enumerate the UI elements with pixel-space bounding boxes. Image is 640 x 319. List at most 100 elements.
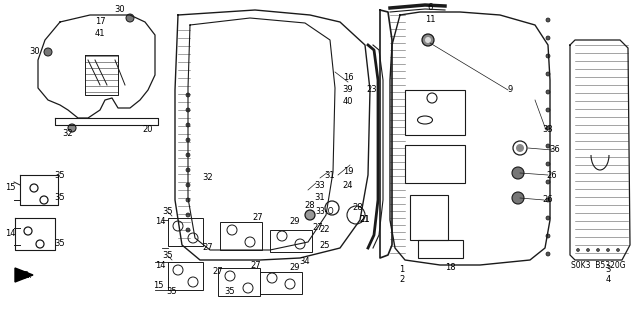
Text: 2: 2 — [399, 276, 404, 285]
Circle shape — [186, 183, 190, 187]
Text: 35: 35 — [166, 287, 177, 296]
Text: 28: 28 — [305, 201, 316, 210]
Bar — [270, 230, 312, 252]
Text: 33: 33 — [315, 181, 325, 189]
Text: 20: 20 — [143, 125, 153, 135]
Text: 34: 34 — [300, 257, 310, 266]
Text: 40: 40 — [343, 98, 353, 107]
Text: 32: 32 — [203, 174, 213, 182]
Bar — [220, 222, 262, 250]
Text: 29: 29 — [290, 263, 300, 272]
Text: 35: 35 — [54, 170, 65, 180]
Circle shape — [546, 72, 550, 76]
Circle shape — [186, 198, 190, 202]
Text: 36: 36 — [550, 145, 561, 154]
Circle shape — [546, 144, 550, 148]
Circle shape — [425, 37, 431, 43]
Text: 21: 21 — [360, 216, 371, 225]
Text: 18: 18 — [445, 263, 455, 272]
Circle shape — [546, 234, 550, 238]
Text: 26: 26 — [543, 196, 554, 204]
Circle shape — [546, 162, 550, 166]
Circle shape — [186, 153, 190, 157]
Text: 1: 1 — [399, 265, 404, 275]
Text: FR.: FR. — [18, 271, 32, 279]
Circle shape — [577, 249, 579, 251]
Circle shape — [546, 216, 550, 220]
Circle shape — [516, 144, 524, 152]
Text: 14: 14 — [155, 218, 165, 226]
Text: 14: 14 — [155, 261, 165, 270]
Circle shape — [305, 210, 315, 220]
Text: 15: 15 — [4, 183, 15, 192]
Text: 25: 25 — [320, 241, 330, 249]
Circle shape — [546, 108, 550, 112]
Text: 11: 11 — [425, 16, 435, 25]
Bar — [405, 90, 465, 135]
Bar — [168, 218, 203, 246]
Text: 24: 24 — [343, 181, 353, 189]
Circle shape — [546, 126, 550, 130]
Text: 19: 19 — [343, 167, 353, 176]
Text: 30: 30 — [29, 48, 40, 56]
Text: 35: 35 — [225, 287, 236, 296]
Text: 9: 9 — [508, 85, 513, 94]
Circle shape — [546, 90, 550, 94]
Text: 31: 31 — [315, 194, 325, 203]
Text: 22: 22 — [320, 226, 330, 234]
Bar — [405, 145, 465, 183]
Circle shape — [186, 213, 190, 217]
Circle shape — [546, 252, 550, 256]
Text: S0K3  B5320G: S0K3 B5320G — [571, 261, 625, 270]
Text: 35: 35 — [54, 194, 65, 203]
Text: 23: 23 — [367, 85, 378, 94]
Circle shape — [186, 93, 190, 97]
Bar — [418, 240, 463, 258]
Polygon shape — [15, 268, 33, 282]
Text: 41: 41 — [95, 28, 105, 38]
Text: 27: 27 — [313, 224, 323, 233]
Circle shape — [186, 123, 190, 127]
Circle shape — [186, 108, 190, 112]
Text: 14: 14 — [4, 228, 15, 238]
Text: 17: 17 — [95, 18, 106, 26]
Bar — [168, 262, 203, 290]
Bar — [260, 272, 302, 294]
Circle shape — [596, 249, 600, 251]
Bar — [218, 268, 260, 296]
Text: 4: 4 — [605, 276, 611, 285]
Text: 28: 28 — [353, 204, 364, 212]
Circle shape — [546, 18, 550, 22]
Circle shape — [607, 249, 609, 251]
Text: 27: 27 — [253, 213, 263, 222]
Circle shape — [68, 124, 76, 132]
Text: 16: 16 — [342, 73, 353, 83]
Text: 33-O: 33-O — [316, 207, 334, 217]
Circle shape — [44, 48, 52, 56]
Text: 26: 26 — [547, 170, 557, 180]
Circle shape — [546, 36, 550, 40]
Circle shape — [616, 249, 620, 251]
Text: 27: 27 — [212, 268, 223, 277]
Text: 30: 30 — [115, 5, 125, 14]
Text: 29: 29 — [290, 218, 300, 226]
Text: 3: 3 — [605, 265, 611, 275]
Text: 21: 21 — [360, 216, 371, 225]
Circle shape — [126, 14, 134, 22]
Text: 15: 15 — [153, 280, 163, 290]
Circle shape — [422, 34, 434, 46]
Text: 27: 27 — [203, 243, 213, 253]
Circle shape — [186, 228, 190, 232]
Circle shape — [546, 54, 550, 58]
Text: 31: 31 — [324, 170, 335, 180]
Text: 33: 33 — [543, 125, 554, 135]
Circle shape — [512, 167, 524, 179]
Circle shape — [586, 249, 589, 251]
Circle shape — [546, 198, 550, 202]
Text: 35: 35 — [163, 207, 173, 217]
Circle shape — [186, 168, 190, 172]
Circle shape — [186, 138, 190, 142]
Circle shape — [546, 180, 550, 184]
Text: 27: 27 — [251, 261, 261, 270]
Text: 39: 39 — [342, 85, 353, 94]
